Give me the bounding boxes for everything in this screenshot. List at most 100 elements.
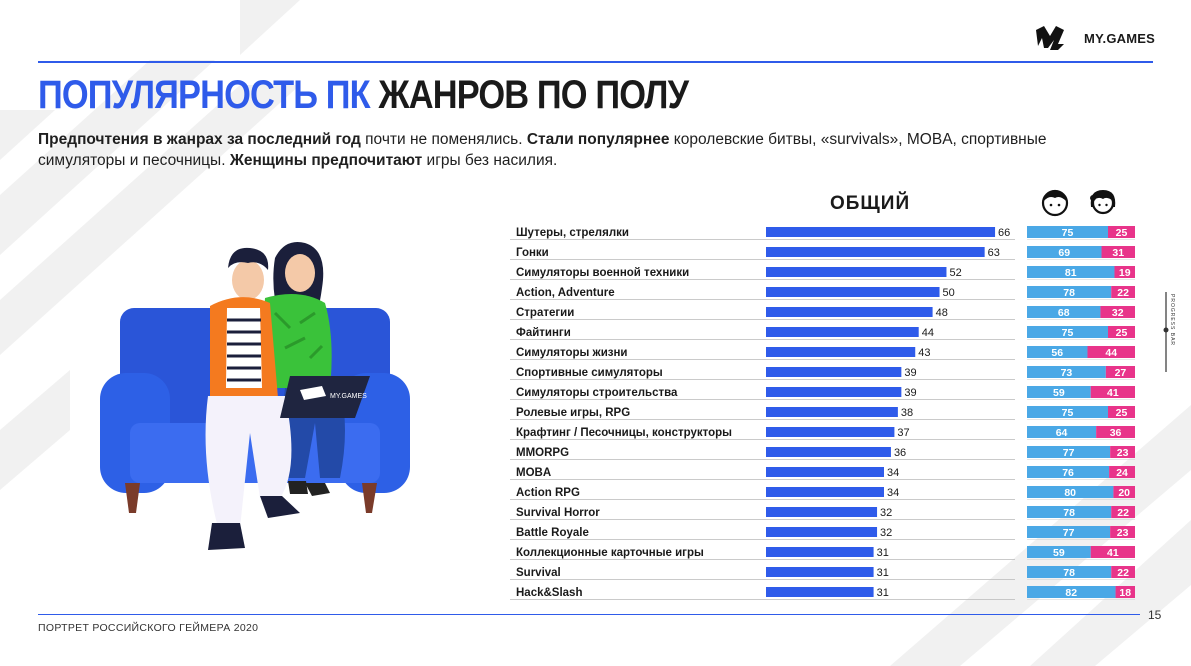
female-share-label: 32 [1112,307,1124,319]
female-share-bar [1114,266,1135,278]
page-number: 15 [1148,608,1162,622]
female-face-icon [1090,190,1116,215]
female-share-bar [1111,286,1135,298]
brand-wordmark: MY.GAMES [1084,30,1155,46]
male-share-label: 82 [1065,587,1077,599]
male-share-bar [1027,526,1111,538]
total-value-label: 63 [988,247,1000,259]
subtitle-text-3: игры без насилия. [422,152,558,169]
category-label: Стратегии [516,307,574,319]
category-label: Файтинги [516,327,571,339]
female-share-label: 41 [1107,387,1119,399]
female-share-label: 36 [1110,427,1122,439]
male-share-label: 77 [1063,527,1075,539]
male-share-label: 56 [1051,347,1063,359]
total-value-label: 44 [922,327,934,339]
title-part-blue: ПОПУЛЯРНОСТЬ ПК [38,73,371,117]
male-share-bar [1027,566,1112,578]
female-share-bar [1105,366,1135,378]
male-share-label: 77 [1063,447,1075,459]
female-share-bar [1113,486,1135,498]
category-label: Survival Horror [516,507,600,519]
category-label: Battle Royale [516,527,589,539]
total-bar [766,587,874,597]
male-share-bar [1027,506,1112,518]
subtitle-bold-1: Предпочтения в жанрах за последний год [38,131,361,148]
total-value-label: 32 [880,507,892,519]
male-share-bar [1027,266,1115,278]
category-label: Hack&Slash [516,587,582,599]
female-share-label: 44 [1105,347,1117,359]
total-value-label: 31 [877,547,889,559]
male-share-bar [1027,306,1101,318]
category-label: Survival [516,567,561,579]
female-share-bar [1090,546,1135,558]
female-share-label: 25 [1116,327,1128,339]
total-bar [766,427,895,437]
female-share-bar [1115,586,1135,598]
male-share-label: 76 [1062,467,1074,479]
laptop-logo-text: MY.GAMES [330,393,367,400]
male-share-label: 59 [1053,547,1065,559]
category-label: Симуляторы жизни [516,347,628,359]
total-value-label: 50 [943,287,955,299]
total-bar [766,507,878,517]
male-share-bar [1027,366,1106,378]
total-bar [766,307,933,317]
total-bar [766,407,898,417]
total-value-label: 36 [894,447,906,459]
page-subtitle: Предпочтения в жанрах за последний год п… [38,129,1138,171]
category-label: Коллекционные карточные игры [516,547,704,559]
total-value-label: 38 [901,407,913,419]
top-divider [38,61,1153,63]
mygames-logo-icon [1036,26,1065,50]
male-share-label: 75 [1062,227,1074,239]
total-value-label: 39 [904,387,916,399]
male-share-bar [1027,346,1088,358]
total-bar [766,327,919,337]
female-share-bar [1111,566,1135,578]
male-share-bar [1027,486,1114,498]
female-share-bar [1110,526,1135,538]
female-share-label: 22 [1117,507,1129,519]
female-share-label: 27 [1115,367,1127,379]
genre-chart: Шутеры, стрелялки 66 75 25 Гонки 63 69 31 Симуля… [510,226,1135,600]
female-share-bar [1109,466,1135,478]
female-share-label: 31 [1112,247,1124,259]
male-face-icon [1041,189,1069,217]
female-share-label: 20 [1118,487,1130,499]
female-share-bar [1108,406,1135,418]
total-bar [766,467,884,477]
female-share-bar [1087,346,1135,358]
male-share-bar [1027,446,1111,458]
total-value-label: 31 [877,587,889,599]
category-label: Action RPG [516,487,580,499]
category-label: Симуляторы военной техники [516,267,689,279]
total-value-label: 52 [949,267,961,279]
male-share-bar [1027,286,1112,298]
total-bar [766,367,902,377]
category-label: MMORPG [516,447,569,459]
male-share-label: 78 [1063,567,1075,579]
female-share-bar [1101,246,1135,258]
total-value-label: 34 [887,487,899,499]
total-value-label: 31 [877,567,889,579]
category-label: Гонки [516,247,549,259]
male-share-bar [1027,226,1108,238]
total-bar [766,347,916,357]
male-share-label: 80 [1064,487,1076,499]
total-bar [766,247,985,257]
female-share-bar [1096,426,1135,438]
total-value-label: 39 [904,367,916,379]
male-share-label: 75 [1062,327,1074,339]
male-share-bar [1027,546,1091,558]
progress-bar-label: PROGRESS BAR [1169,294,1175,346]
male-share-label: 59 [1053,387,1065,399]
total-value-label: 34 [887,467,899,479]
male-share-bar [1027,466,1110,478]
female-share-label: 25 [1116,227,1128,239]
total-bar [766,267,947,277]
category-label: Спортивные симуляторы [516,367,663,379]
male-share-label: 69 [1058,247,1070,259]
title-part-dark: ЖАНРОВ ПО ПОЛУ [378,73,689,117]
